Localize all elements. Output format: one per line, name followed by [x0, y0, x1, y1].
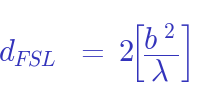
Text: $\mathit{d}_{\mathit{FSL}}\ \ =\ 2\!\left[\dfrac{\mathit{b}^{\,2}}{\mathit{\lamb: $\mathit{d}_{\mathit{FSL}}\ \ =\ 2\!\lef…	[0, 22, 189, 85]
